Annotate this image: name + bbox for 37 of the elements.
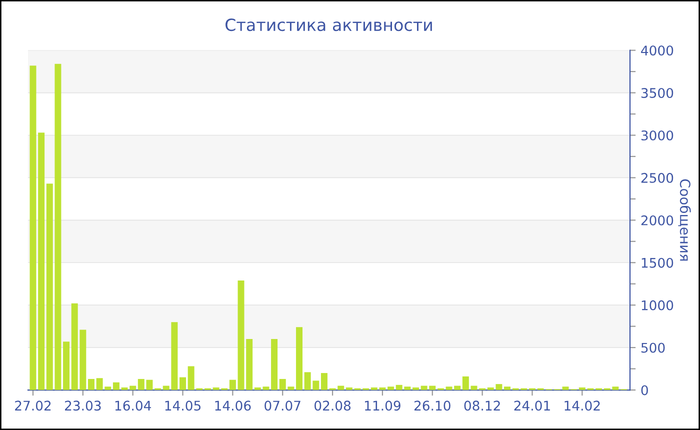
y-tick-label: 1000	[642, 300, 674, 310]
y-tick-label: 3000	[641, 130, 674, 140]
y-tick-label: 2500	[641, 172, 674, 183]
bar	[412, 387, 419, 390]
bar	[346, 387, 352, 390]
y-tick-label: 0	[641, 385, 648, 396]
bar	[63, 342, 70, 390]
x-tick-label: 26.10	[414, 400, 450, 411]
y-tick-label: 4000	[641, 46, 674, 56]
y-tick-label: 500	[641, 342, 665, 353]
x-tick-label: 14.02	[564, 400, 600, 411]
y-tick-label: 3500	[641, 88, 674, 98]
bar	[38, 132, 45, 390]
y-axis-title: Сообщения	[678, 179, 691, 261]
x-tick-label: 07.07	[264, 400, 300, 411]
y-tick-label: 1500	[642, 258, 674, 268]
x-tick-label: 14.06	[215, 400, 251, 411]
x-tick-label: 24.01	[514, 400, 550, 411]
x-tick-label: 08.12	[464, 400, 500, 411]
x-tick-label: 02.08	[314, 400, 351, 411]
bar	[229, 380, 236, 390]
x-tick-label: 11.09	[365, 400, 400, 411]
chart-title: Статистика активности	[226, 18, 432, 32]
bar	[271, 339, 278, 390]
bar	[388, 386, 394, 390]
x-tick-label: 16.04	[115, 400, 151, 411]
x-tick-label: 14.05	[165, 400, 200, 411]
bar	[504, 386, 511, 390]
bar	[180, 377, 186, 390]
x-tick-label: 23.03	[64, 400, 101, 411]
bar	[112, 382, 120, 390]
bar	[320, 373, 328, 390]
bar	[88, 378, 94, 390]
bar	[296, 327, 302, 390]
bar	[30, 66, 36, 390]
y-tick-label: 2000	[641, 215, 674, 226]
x-tick-label: 27.02	[15, 400, 51, 411]
